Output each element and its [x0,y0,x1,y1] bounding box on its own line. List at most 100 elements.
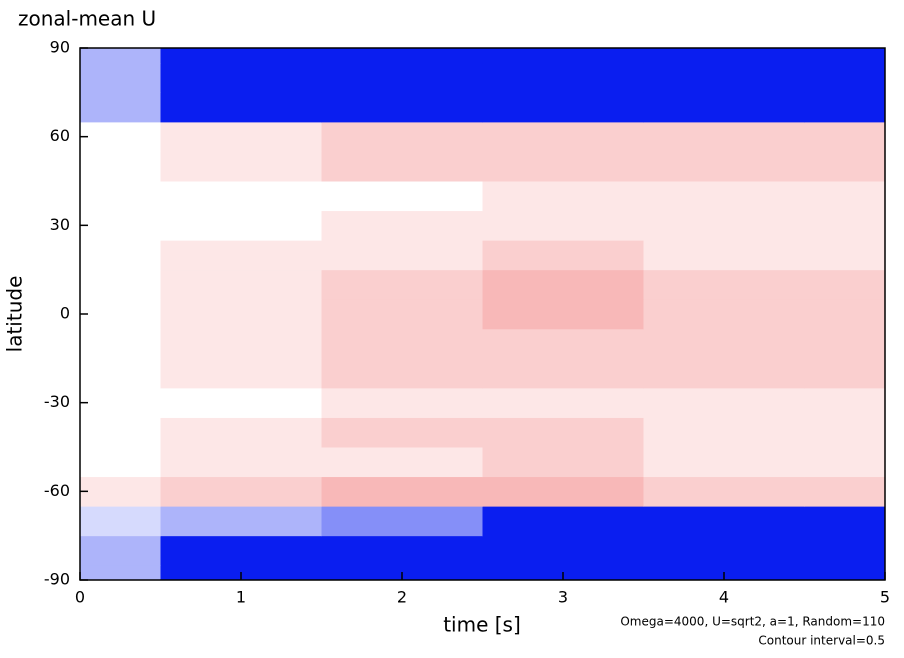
field-cell [482,210,644,241]
field-cell [482,417,644,448]
field-cell [160,299,322,330]
field-cell [321,476,483,507]
field-cell [321,299,483,330]
field-cell [160,92,322,123]
field-cell [643,506,805,537]
field-cell [80,181,161,212]
y-tick-label: -90 [44,570,70,589]
field-cell [321,181,483,212]
field-cell [80,121,161,152]
field-cell [321,92,483,123]
field-cell [321,269,483,300]
x-tick-label: 1 [236,588,246,607]
y-tick-label: 0 [60,304,70,323]
field-cell [804,151,886,182]
field-cell [804,92,886,123]
field-cell [160,269,322,300]
field-cell [804,417,886,448]
field-cell [482,92,644,123]
field-cell [160,62,322,93]
field-cell [643,181,805,212]
y-tick-label: -60 [44,481,70,500]
field-cell [804,210,886,241]
field-cell [643,92,805,123]
field-cell [482,447,644,478]
annotation: Contour interval=0.5 [758,634,885,648]
field-cell [482,240,644,271]
field-cell [643,299,805,330]
field-cell [321,387,483,418]
field-cell [321,417,483,448]
field-cell [482,121,644,152]
field-cell [160,181,322,212]
field-cell [80,535,161,566]
y-tick-label: -30 [44,392,70,411]
field-cell [643,358,805,389]
field-cell [80,62,161,93]
field-cell [321,210,483,241]
field-cell [643,269,805,300]
y-tick-label: 60 [50,126,70,145]
field-cell [482,506,644,537]
x-tick-label: 3 [558,588,568,607]
field-cell [160,447,322,478]
field-cell [804,299,886,330]
field-cell [482,269,644,300]
field-cell [482,151,644,182]
field-cell [804,358,886,389]
field-cell [482,299,644,330]
field-cell [482,387,644,418]
field-cell [482,476,644,507]
field-cell [482,328,644,359]
field-cell [80,417,161,448]
field-cell [160,358,322,389]
field-cell [804,565,886,581]
field-cell [160,476,322,507]
x-tick-label: 0 [75,588,85,607]
field-cell [80,240,161,271]
field-cell [643,151,805,182]
field-cell [643,447,805,478]
field-cell [804,121,886,152]
field-cell [80,328,161,359]
field-cell [160,240,322,271]
x-tick-label: 5 [880,588,890,607]
field-cell [321,358,483,389]
field-cell [321,48,483,64]
field-cell [804,506,886,537]
field-cell [643,240,805,271]
field-cell [160,48,322,64]
field-cell [643,210,805,241]
field-cell [80,48,161,64]
field-cell [321,506,483,537]
field-cell [80,447,161,478]
field-cell [804,181,886,212]
field-cell [321,328,483,359]
annotation: Omega=4000, U=sqrt2, a=1, Random=110 [620,615,885,629]
field [80,48,886,581]
field-cell [804,328,886,359]
field-cell [804,269,886,300]
field-cell [643,387,805,418]
field-cell [321,121,483,152]
field-cell [160,535,322,566]
field-cell [160,506,322,537]
y-tick-label: 30 [50,215,70,234]
field-cell [160,387,322,418]
field-cell [80,299,161,330]
field-cell [482,358,644,389]
field-cell [804,476,886,507]
field-cell [80,92,161,123]
field-cell [160,121,322,152]
field-cell [321,151,483,182]
x-axis-label: time [s] [443,613,521,637]
field-cell [643,62,805,93]
x-tick-label: 2 [397,588,407,607]
field-cell [160,417,322,448]
field-cell [321,447,483,478]
field-cell [321,535,483,566]
field-cell [482,181,644,212]
field-cell [804,447,886,478]
